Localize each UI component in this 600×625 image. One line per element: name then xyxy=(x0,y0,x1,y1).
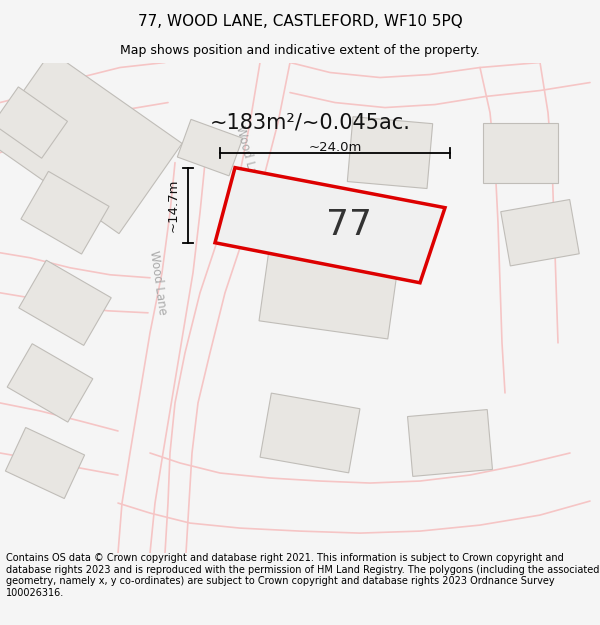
Polygon shape xyxy=(7,344,93,422)
Polygon shape xyxy=(501,199,579,266)
Text: Contains OS data © Crown copyright and database right 2021. This information is : Contains OS data © Crown copyright and d… xyxy=(6,553,599,598)
Polygon shape xyxy=(0,87,67,158)
Text: ~183m²/~0.045ac.: ~183m²/~0.045ac. xyxy=(209,112,410,132)
Text: Wood Lane: Wood Lane xyxy=(233,124,263,191)
Text: 77: 77 xyxy=(326,208,372,242)
Polygon shape xyxy=(0,51,182,234)
Polygon shape xyxy=(347,117,433,189)
Text: 77, WOOD LANE, CASTLEFORD, WF10 5PQ: 77, WOOD LANE, CASTLEFORD, WF10 5PQ xyxy=(137,14,463,29)
Text: ~14.7m: ~14.7m xyxy=(167,178,180,232)
Text: ~24.0m: ~24.0m xyxy=(308,141,362,154)
Text: Map shows position and indicative extent of the property.: Map shows position and indicative extent… xyxy=(120,44,480,57)
Polygon shape xyxy=(260,393,360,473)
Polygon shape xyxy=(215,168,445,282)
Polygon shape xyxy=(178,119,242,176)
Text: Wood Lane: Wood Lane xyxy=(147,250,169,316)
Polygon shape xyxy=(5,428,85,499)
Polygon shape xyxy=(407,409,493,476)
Polygon shape xyxy=(21,171,109,254)
Polygon shape xyxy=(259,227,401,339)
Polygon shape xyxy=(482,122,557,182)
Polygon shape xyxy=(19,260,111,346)
